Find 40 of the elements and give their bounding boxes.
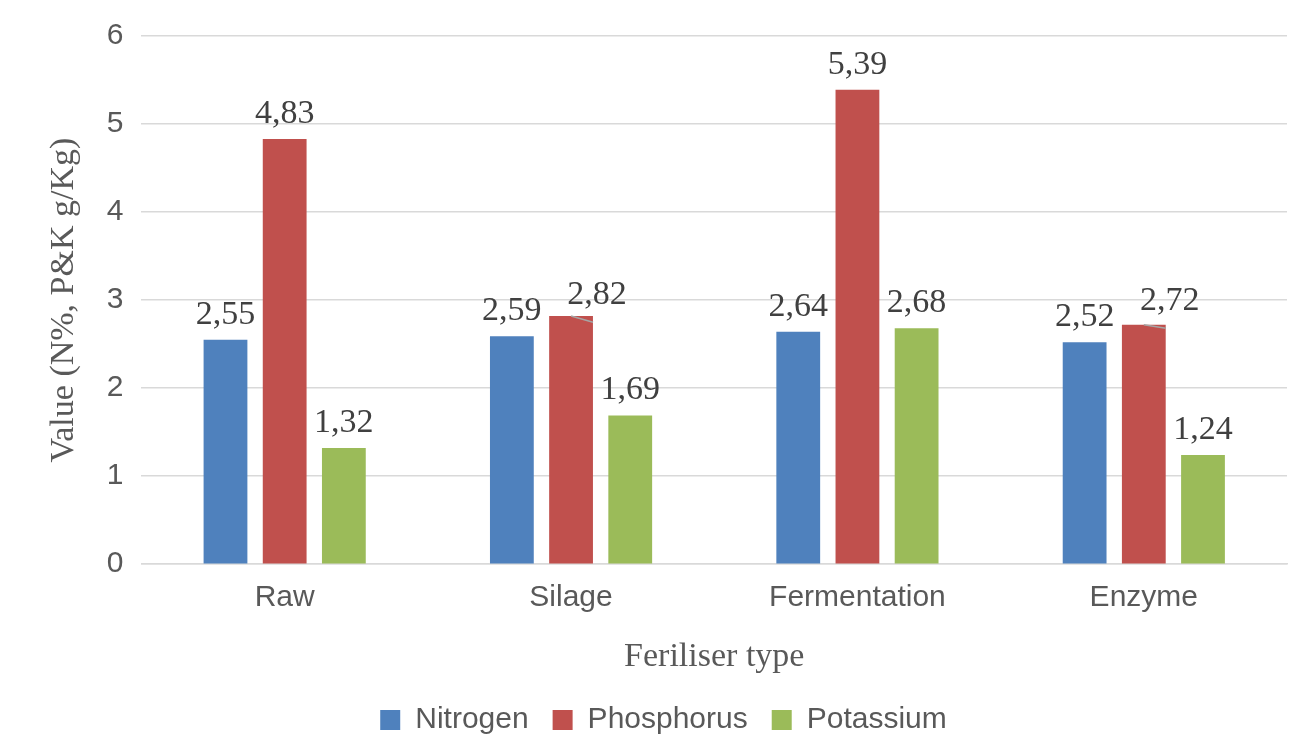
y-tick-label: 6: [106, 17, 124, 51]
x-tick-label: Fermentation: [769, 579, 946, 613]
data-label: 2,68: [886, 282, 947, 320]
data-label: 2,55: [195, 293, 256, 331]
data-label: 1,32: [314, 401, 374, 439]
y-tick-label: 4: [106, 193, 124, 227]
bar: [835, 89, 880, 564]
data-label: 4,83: [254, 92, 315, 130]
data-label: 1,24: [1173, 408, 1233, 446]
bar: [549, 315, 593, 564]
data-label: 2,52: [1054, 296, 1115, 334]
bar: [203, 339, 248, 564]
data-label: 2,72: [1140, 280, 1200, 318]
bar: [1181, 455, 1225, 564]
bar: [894, 328, 939, 564]
y-tick-label: 3: [106, 281, 124, 315]
x-tick-label: Raw: [254, 579, 316, 613]
bar: [1121, 324, 1166, 564]
y-tick-label: 5: [106, 105, 124, 139]
bar: [321, 448, 366, 564]
bar: [608, 415, 653, 564]
legend-label: Phosphorus: [587, 701, 748, 735]
data-label: 2,82: [567, 274, 627, 312]
data-label: 1,69: [600, 369, 660, 407]
x-tick-label: Enzyme: [1089, 579, 1198, 613]
y-tick-label: 1: [106, 457, 124, 491]
y-tick-label: 0: [106, 545, 124, 579]
x-axis-title: Feriliser type: [624, 635, 805, 673]
x-tick-label: Silage: [529, 579, 613, 613]
legend-label: Nitrogen: [415, 701, 529, 735]
data-label: 5,39: [827, 43, 888, 81]
bar: [262, 139, 307, 564]
y-axis-title: Value (N%, P&K g/Kg): [43, 137, 82, 463]
data-label: 2,64: [768, 285, 828, 323]
bar: [776, 331, 821, 564]
legend-label: Potassium: [806, 701, 947, 735]
y-tick-label: 2: [106, 369, 124, 403]
bar: [489, 336, 534, 564]
data-label: 2,59: [482, 290, 542, 328]
bar: [1062, 342, 1107, 564]
